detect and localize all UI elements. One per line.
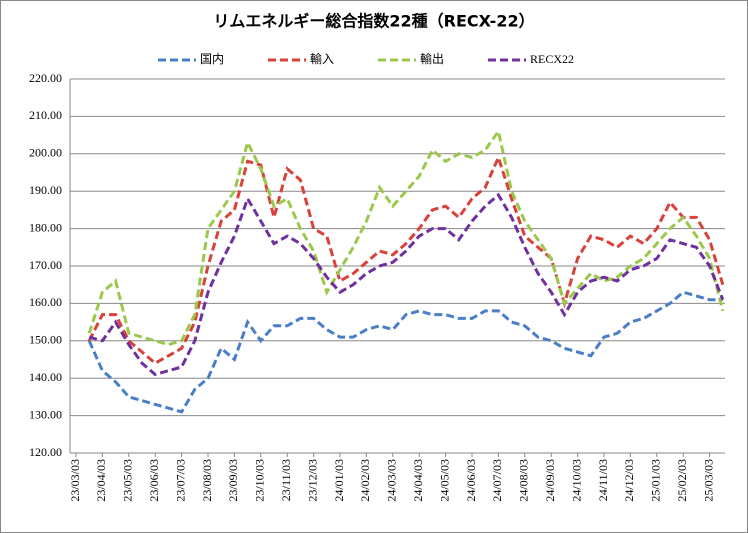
y-tick-label: 140.00 [29, 370, 62, 384]
y-tick-label: 150.00 [29, 333, 62, 347]
x-tick-label: 23/10/03 [253, 459, 267, 502]
x-tick-label: 23/09/03 [226, 459, 240, 502]
x-tick-label: 24/10/03 [569, 459, 583, 502]
x-tick-label: 24/11/03 [596, 459, 610, 501]
y-tick-label: 200.00 [29, 146, 62, 160]
y-tick-label: 210.00 [29, 108, 62, 122]
series-line [87, 153, 725, 366]
x-tick-label: 23/04/03 [94, 459, 108, 502]
legend: 国内 輸入 輸出 RECX22 [158, 51, 574, 66]
x-tick-label: 23/12/03 [305, 459, 319, 502]
x-tick-label: 24/04/03 [411, 459, 425, 502]
x-tick-label: 24/01/03 [332, 459, 346, 502]
x-tick-label: 24/02/03 [358, 459, 372, 502]
x-tick-label: 24/03/03 [385, 459, 399, 502]
y-tick-label: 160.00 [29, 295, 62, 309]
series-line [87, 127, 725, 347]
x-tick-label: 23/06/03 [147, 459, 161, 502]
y-tick-label: 170.00 [29, 258, 62, 272]
legend-label: RECX22 [530, 52, 574, 66]
x-tick-label: 24/12/03 [622, 459, 636, 502]
x-tick-label: 24/09/03 [543, 459, 557, 502]
y-tick-label: 130.00 [29, 407, 62, 421]
x-tick-label: 24/05/03 [437, 459, 451, 502]
y-tick-label: 120.00 [29, 445, 62, 459]
x-tick-label: 25/01/03 [649, 459, 663, 502]
series-line [88, 192, 725, 377]
series-line [87, 290, 723, 414]
x-tick-label: 24/08/03 [517, 459, 531, 502]
x-tick-label: 23/03/03 [68, 459, 82, 502]
x-tick-label: 25/02/03 [675, 459, 689, 502]
y-tick-label: 180.00 [29, 220, 62, 234]
legend-label: 輸出 [420, 51, 444, 66]
legend-label: 国内 [200, 52, 224, 66]
x-tick-label: 25/03/03 [701, 459, 715, 502]
y-tick-label: 190.00 [29, 183, 62, 197]
x-tick-label: 23/11/03 [279, 459, 293, 501]
x-tick-label: 24/07/03 [490, 459, 504, 502]
chart-title: リムエネルギー総合指数22種（RECX-22） [213, 12, 534, 31]
x-tick-label: 24/06/03 [464, 459, 478, 502]
y-tick-label: 220.00 [29, 71, 62, 85]
x-tick-label: 23/05/03 [121, 459, 135, 502]
legend-label: 輸入 [310, 51, 334, 66]
x-tick-label: 23/07/03 [173, 459, 187, 502]
x-tick-label: 23/08/03 [200, 459, 214, 502]
